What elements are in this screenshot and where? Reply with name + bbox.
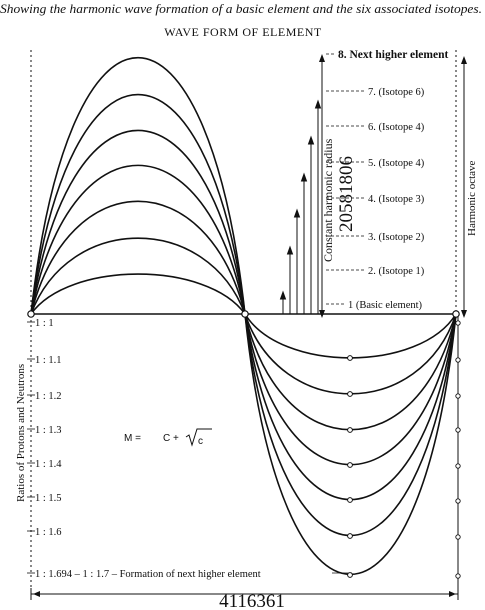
wave-node xyxy=(241,310,249,318)
ratio-label: 1 : 1.6 xyxy=(35,527,62,538)
formula-lhs: M = xyxy=(124,433,141,444)
caption: Showing the harmonic wave formation of a… xyxy=(0,2,482,16)
upper-arch xyxy=(30,57,246,315)
lower-arch xyxy=(244,313,457,395)
lower-peak-dot xyxy=(347,391,353,397)
bottom-value: 4116361 xyxy=(219,591,285,610)
rise-arrow-head xyxy=(286,245,294,255)
right-axis-dot xyxy=(455,534,461,540)
rise-arrow-head xyxy=(293,208,301,218)
formula-root: c xyxy=(198,436,203,447)
upper-level-label: 3. (Isotope 2) xyxy=(368,232,425,243)
ratio-label: 1 : 1.4 xyxy=(35,459,62,470)
rise-arrow-head xyxy=(279,290,287,300)
upper-level-label: 8. Next higher element xyxy=(338,49,448,61)
upper-level-labels: 8. Next higher element 7. (Isotope 6) 6. (… xyxy=(338,49,448,311)
upper-arch xyxy=(30,237,246,315)
wave-node xyxy=(27,310,35,318)
upper-arch xyxy=(30,164,246,315)
bottom-arrow-right xyxy=(449,591,456,597)
right-axis-dot xyxy=(455,463,461,469)
lower-arch xyxy=(244,313,457,431)
lower-arch xyxy=(244,313,457,359)
upper-level-label: 5. (Isotope 4) xyxy=(368,158,425,169)
ratio-label: 1 : 1.5 xyxy=(35,493,62,504)
right-axis-dot xyxy=(455,393,461,399)
mass-formula: M = C + c xyxy=(124,428,212,447)
upper-level-label: 1 (Basic element) xyxy=(348,300,423,311)
ratios-label: Ratios of Protons and Neutrons xyxy=(15,364,27,502)
radius-value: 20581806 xyxy=(336,156,357,232)
right-axis-dot xyxy=(455,320,461,326)
upper-arch xyxy=(30,94,246,315)
sqrt-sign xyxy=(185,428,212,447)
radius-arrow-down xyxy=(319,310,325,318)
formula-c: C + xyxy=(163,433,179,444)
ratio-label: 1 : 1.3 xyxy=(35,425,62,436)
upper-level-label: 7. (Isotope 6) xyxy=(368,87,425,98)
ratio-labels: 1 : 1 1 : 1.1 1 : 1.2 1 : 1.3 1 : 1.4 1 : 1.5… xyxy=(27,318,352,580)
diagram-title: WAVE FORM OF ELEMENT xyxy=(164,25,322,39)
octave-label: Harmonic octave xyxy=(466,160,478,236)
lower-peak-dot xyxy=(347,497,353,503)
upper-arch xyxy=(30,200,246,315)
rise-arrows xyxy=(279,99,322,314)
octave-arrow-down xyxy=(461,310,467,318)
octave-arrow-up xyxy=(461,56,467,64)
lower-peak-dot xyxy=(347,427,353,433)
ratio-label: 1 : 1.694 – 1 : 1.7 – Formation of next … xyxy=(35,569,261,580)
upper-arch xyxy=(30,129,246,315)
lower-peak-dot xyxy=(347,355,353,361)
wave-node xyxy=(452,310,460,318)
radius-arrow-up xyxy=(319,54,325,62)
ratio-label: 1 : 1.2 xyxy=(35,391,62,402)
rise-arrow-head xyxy=(300,172,308,182)
lower-peak-dot xyxy=(347,533,353,539)
ratio-label: 1 : 1.1 xyxy=(35,355,62,366)
lower-arch xyxy=(244,313,457,466)
lower-peak-dot xyxy=(347,572,353,578)
right-axis-dot xyxy=(455,498,461,504)
ratio-label: 1 : 1 xyxy=(35,318,54,329)
upper-arch xyxy=(30,273,246,315)
radius-title: Constant harmonic radius xyxy=(321,138,335,262)
right-axis-dot xyxy=(455,357,461,363)
level-guides xyxy=(326,53,364,305)
upper-level-label: 6. (Isotope 4) xyxy=(368,122,425,133)
upper-level-label: 4. (Isotope 3) xyxy=(368,194,425,205)
rise-arrow-head xyxy=(307,135,315,145)
upper-level-label: 2. (Isotope 1) xyxy=(368,266,425,277)
upper-wave-curves xyxy=(30,57,246,315)
rise-arrow-head xyxy=(314,99,322,109)
wave-nodes xyxy=(27,310,461,579)
right-axis-dot xyxy=(455,573,461,579)
lower-peak-dot xyxy=(347,462,353,468)
right-axis-dot xyxy=(455,427,461,433)
bottom-arrow-left xyxy=(33,591,40,597)
